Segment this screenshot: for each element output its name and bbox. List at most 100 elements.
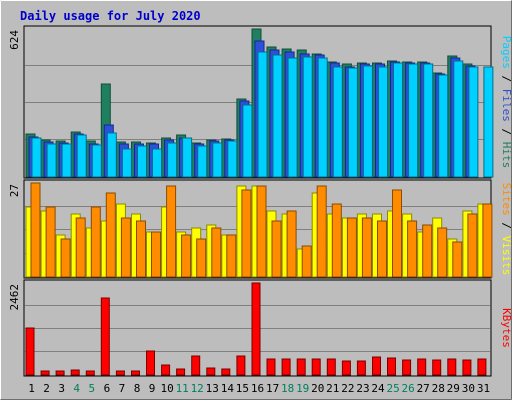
bar-sites-day-18 bbox=[286, 210, 297, 278]
x-tick-label: 30 bbox=[462, 382, 475, 395]
y-series-label-part: / bbox=[500, 216, 512, 236]
bar-kbytes-day-20 bbox=[311, 358, 321, 376]
y-series-label: Pages / Files / Hits bbox=[500, 36, 512, 169]
y-series-label-part: Hits bbox=[500, 142, 512, 169]
bar-sites-day-28 bbox=[437, 227, 448, 278]
x-tick-label: 13 bbox=[206, 382, 219, 395]
bar-kbytes-day-16 bbox=[251, 282, 261, 376]
x-tick-label: 7 bbox=[119, 382, 126, 395]
bar-pages-day-19 bbox=[302, 56, 313, 178]
bar-sites-day-8 bbox=[136, 220, 146, 278]
x-tick-label: 25 bbox=[386, 382, 399, 395]
x-tick-label: 14 bbox=[221, 382, 235, 395]
bar-kbytes-day-19 bbox=[296, 358, 306, 376]
panel-hits-files-pages: 624 Pages / Files / Hits bbox=[8, 25, 512, 179]
y-max-tick-label: 624 bbox=[8, 30, 21, 50]
x-tick-label: 3 bbox=[58, 382, 65, 395]
bar-sites-day-27 bbox=[422, 224, 433, 278]
x-tick-label: 24 bbox=[371, 382, 385, 395]
x-tick-label: 18 bbox=[281, 382, 294, 395]
bar-pages-day-12 bbox=[197, 145, 208, 178]
bar-kbytes-day-2 bbox=[40, 370, 50, 376]
x-tick-label: 1 bbox=[28, 382, 35, 395]
bar-kbytes-day-11 bbox=[176, 368, 186, 376]
bar-sites-day-21 bbox=[331, 203, 342, 278]
bar-sites-day-9 bbox=[151, 231, 161, 278]
bar-sites-day-19 bbox=[301, 245, 312, 278]
bar-pages-day-22 bbox=[347, 67, 358, 178]
bar-pages-day-23 bbox=[362, 65, 373, 178]
bar-sites-day-14 bbox=[226, 234, 237, 278]
bar-sites-day-10 bbox=[166, 185, 177, 278]
bar-kbytes-day-1 bbox=[25, 327, 35, 376]
x-tick-label: 29 bbox=[447, 382, 460, 395]
bar-pages-day-8 bbox=[137, 145, 147, 178]
x-tick-label: 16 bbox=[251, 382, 264, 395]
bar-sites-day-30 bbox=[467, 213, 478, 278]
y-series-label-part: Files bbox=[500, 89, 512, 122]
bar-pages-day-16 bbox=[257, 51, 268, 178]
y-max-tick-label: 27 bbox=[8, 184, 21, 197]
bar-kbytes-day-14 bbox=[221, 368, 231, 376]
bar-sites-day-26 bbox=[407, 220, 418, 278]
bar-pages-day-29 bbox=[453, 60, 464, 178]
bar-kbytes-day-15 bbox=[236, 355, 246, 376]
x-tick-label: 8 bbox=[134, 382, 141, 395]
x-tick-label: 4 bbox=[73, 382, 80, 395]
bar-kbytes-day-25 bbox=[387, 357, 396, 376]
bar-kbytes-day-26 bbox=[402, 359, 412, 376]
y-series-label: KBytes bbox=[500, 308, 512, 348]
x-tick-label: 19 bbox=[296, 382, 309, 395]
panel-kbytes: 2462 KBytes bbox=[8, 279, 512, 377]
bar-pages-day-2 bbox=[46, 143, 57, 178]
bar-kbytes-day-22 bbox=[341, 360, 351, 376]
bar-kbytes-day-3 bbox=[55, 370, 65, 376]
bar-sites-day-3 bbox=[60, 238, 71, 278]
x-axis-labels: 1 2 3 4 5 6 7 8 9 10 11 12 13 14 15 16 17 18 19 20 21 22 23 24 2… bbox=[28, 382, 490, 395]
bar-pages-day-3 bbox=[61, 143, 72, 178]
x-tick-label: 9 bbox=[149, 382, 156, 395]
bar-kbytes-day-10 bbox=[161, 364, 171, 376]
bar-sites-day-1 bbox=[30, 182, 41, 278]
bar-kbytes-day-5 bbox=[85, 370, 95, 376]
bar-pages-day-24 bbox=[378, 66, 388, 178]
bar-pages-day-15 bbox=[242, 104, 253, 178]
series-pages bbox=[31, 51, 494, 178]
bar-sites-day-20 bbox=[316, 185, 327, 278]
y-series-label-part: KBytes bbox=[500, 308, 512, 348]
bar-kbytes-day-30 bbox=[462, 359, 472, 376]
bar-pages-day-26 bbox=[408, 63, 419, 178]
x-tick-label: 17 bbox=[266, 382, 279, 395]
bar-pages-day-20 bbox=[317, 57, 328, 178]
panel-visits-sites: 27 Sites / Visits bbox=[8, 179, 512, 279]
bar-sites-day-23 bbox=[361, 217, 372, 278]
y-max-tick-label: 2462 bbox=[8, 284, 21, 311]
bar-pages-day-14 bbox=[227, 140, 238, 178]
bar-kbytes-day-24 bbox=[372, 356, 381, 376]
x-tick-label: 27 bbox=[417, 382, 430, 395]
bar-kbytes-day-21 bbox=[326, 358, 336, 376]
y-series-label-part: Sites bbox=[500, 183, 512, 216]
bar-kbytes-day-4 bbox=[70, 369, 80, 376]
bar-kbytes-day-27 bbox=[417, 358, 427, 376]
series-kbytes bbox=[25, 282, 487, 376]
bar-pages-day-9 bbox=[152, 148, 162, 178]
bar-pages-day-13 bbox=[212, 142, 223, 178]
bar-pages-day-21 bbox=[332, 66, 343, 178]
x-tick-label: 15 bbox=[236, 382, 249, 395]
bar-sites-day-6 bbox=[105, 192, 116, 278]
bar-sites-day-15 bbox=[241, 189, 252, 278]
bar-sites-day-31 bbox=[482, 203, 493, 278]
bar-kbytes-day-31 bbox=[477, 358, 487, 376]
x-tick-label: 28 bbox=[432, 382, 445, 395]
x-tick-label: 20 bbox=[311, 382, 324, 395]
y-series-label: Sites / Visits bbox=[500, 183, 512, 276]
x-tick-label: 11 bbox=[176, 382, 189, 395]
bar-sites-day-17 bbox=[271, 220, 282, 278]
bar-pages-day-10 bbox=[167, 142, 178, 178]
bar-kbytes-day-12 bbox=[191, 355, 201, 376]
x-tick-label: 10 bbox=[160, 382, 173, 395]
